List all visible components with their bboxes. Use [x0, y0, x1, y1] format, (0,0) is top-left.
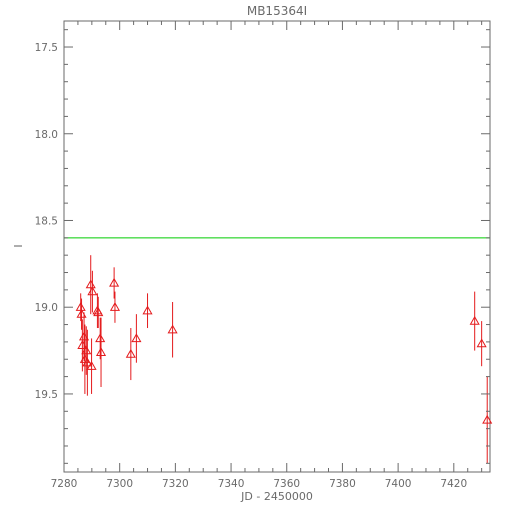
data-point-triangle — [81, 345, 92, 355]
data-point-triangle — [75, 302, 86, 311]
x-tick-label: 7380 — [329, 478, 356, 490]
data-point-triangle — [82, 357, 93, 367]
data-point-triangle — [167, 324, 178, 334]
axis-ticks-layer: 7280 7300 7320 7340 7360 7380 7400 7420 17.5 18.0… — [35, 21, 490, 490]
x-tick-label: 7320 — [162, 478, 189, 490]
data-point-triangle — [142, 305, 153, 315]
y-tick-label: 17.5 — [35, 42, 58, 54]
data-point-triangle — [469, 315, 480, 325]
data-point-triangle — [109, 302, 121, 311]
x-tick-label: 7300 — [106, 478, 133, 490]
y-axis-label: I — [12, 244, 25, 247]
y-tick-label: 19.5 — [35, 389, 58, 401]
data-point-triangle — [87, 286, 98, 296]
x-tick-label: 7340 — [218, 478, 245, 490]
data-point-triangle — [476, 338, 487, 348]
data-point-triangle — [109, 277, 120, 287]
x-axis-label: JD - 2450000 — [240, 490, 313, 503]
data-point-triangle — [95, 347, 107, 356]
data-point-triangle — [95, 333, 106, 343]
data-point-triangle — [86, 360, 97, 370]
data-point-triangle — [482, 414, 493, 424]
x-tick-label: 7420 — [440, 478, 467, 490]
y-tick-label: 18.5 — [35, 215, 58, 227]
x-tick-label: 7360 — [273, 478, 300, 490]
chart-title: MB15364I — [247, 4, 307, 18]
data-point-triangle — [131, 333, 142, 343]
y-tick-label: 19.0 — [35, 302, 58, 314]
data-point-triangle — [125, 348, 136, 358]
x-tick-label: 7400 — [385, 478, 412, 490]
data-marks-layer — [75, 255, 493, 464]
data-point-triangle — [93, 307, 104, 317]
plot-frame — [63, 20, 491, 473]
y-tick-label: 18.0 — [35, 129, 58, 141]
x-tick-label: 7280 — [51, 478, 78, 490]
